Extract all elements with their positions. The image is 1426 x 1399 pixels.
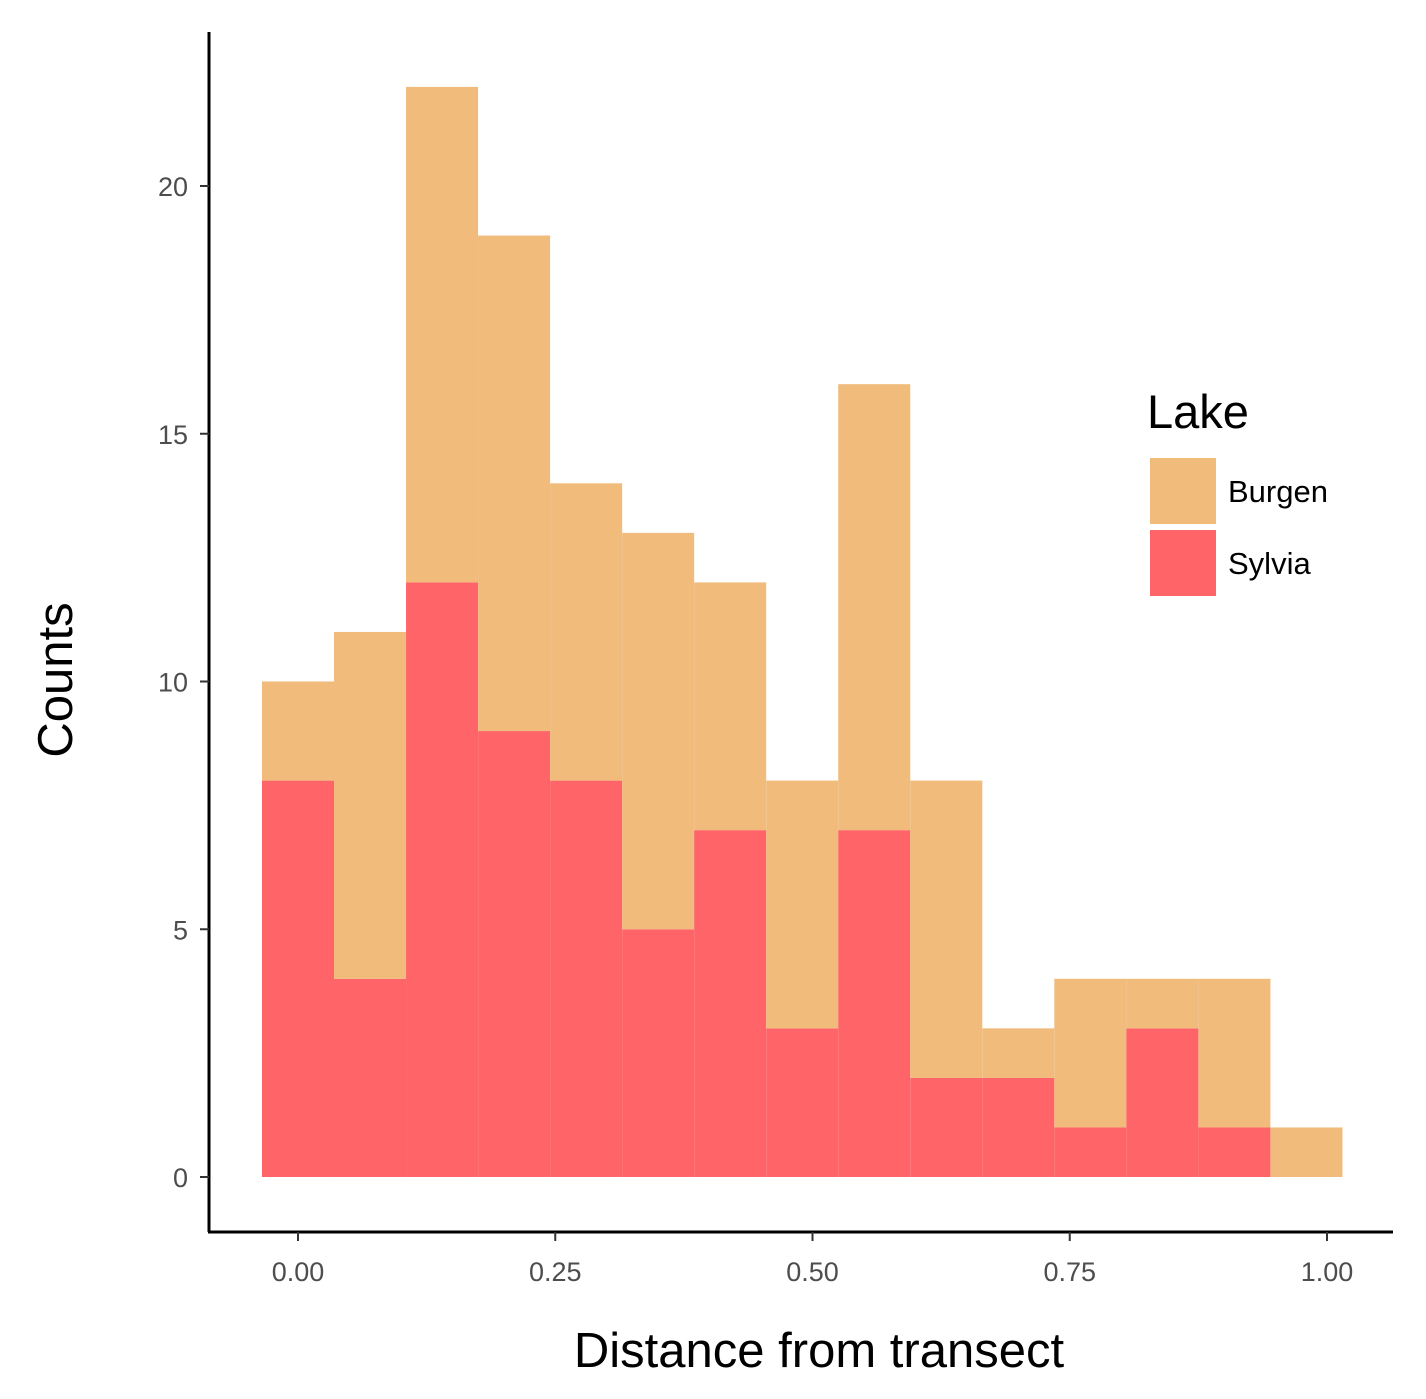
y-tick-label-3: 15 — [158, 420, 188, 450]
bar-sylvia-11 — [1054, 1127, 1127, 1177]
bar-burgen-13 — [1198, 978, 1271, 1128]
bar-burgen-14 — [1270, 1127, 1343, 1177]
bar-burgen-0 — [261, 681, 335, 781]
legend-label-burgen: Burgen — [1228, 474, 1328, 509]
x-tick-label-1: 0.25 — [529, 1257, 582, 1287]
bar-sylvia-7 — [766, 1028, 839, 1177]
y-tick-label-4: 20 — [158, 172, 188, 202]
bar-burgen-7 — [766, 780, 839, 1029]
x-ticks-group: 0.00 0.25 0.50 0.75 1.00 — [272, 1232, 1354, 1287]
bar-sylvia-2 — [406, 582, 479, 1177]
bar-burgen-2 — [406, 86, 479, 583]
bar-sylvia-8 — [838, 830, 911, 1177]
bar-sylvia-0 — [261, 780, 335, 1177]
y-ticks-group: 0 5 10 15 20 — [158, 172, 209, 1193]
legend-label-sylvia: Sylvia — [1228, 546, 1311, 581]
y-tick-label-1: 5 — [173, 915, 188, 945]
y-tick-label-2: 10 — [158, 668, 188, 698]
bar-burgen-4 — [550, 483, 623, 781]
x-axis-title: Distance from transect — [574, 1324, 1065, 1378]
bar-sylvia-10 — [982, 1077, 1055, 1177]
bar-burgen-11 — [1054, 978, 1127, 1128]
bar-burgen-10 — [982, 1028, 1055, 1078]
bar-sylvia-4 — [550, 780, 623, 1177]
bar-sylvia-6 — [694, 830, 767, 1177]
y-tick-label-0: 0 — [173, 1163, 188, 1193]
x-tick-label-4: 1.00 — [1301, 1257, 1354, 1287]
bar-sylvia-12 — [1126, 1028, 1199, 1177]
legend-title: Lake — [1147, 385, 1249, 438]
bar-burgen-12 — [1126, 978, 1199, 1029]
bars-group — [261, 86, 1343, 1177]
bar-burgen-3 — [478, 235, 551, 732]
x-tick-label-3: 0.75 — [1043, 1257, 1096, 1287]
legend-swatch-burgen — [1150, 458, 1216, 524]
x-tick-label-0: 0.00 — [272, 1257, 325, 1287]
y-axis-title: Counts — [29, 602, 83, 757]
bar-burgen-8 — [838, 384, 911, 831]
bar-sylvia-1 — [334, 978, 407, 1177]
bar-burgen-1 — [334, 631, 407, 979]
bar-sylvia-3 — [478, 731, 551, 1177]
x-tick-label-2: 0.50 — [786, 1257, 839, 1287]
legend: Lake Burgen Sylvia — [1147, 385, 1328, 596]
bar-burgen-6 — [694, 582, 767, 831]
bar-sylvia-5 — [622, 929, 695, 1177]
bar-burgen-5 — [622, 532, 695, 930]
bar-sylvia-9 — [910, 1077, 983, 1177]
legend-swatch-sylvia — [1150, 530, 1216, 596]
bar-burgen-9 — [910, 780, 983, 1078]
bar-sylvia-13 — [1198, 1127, 1271, 1177]
